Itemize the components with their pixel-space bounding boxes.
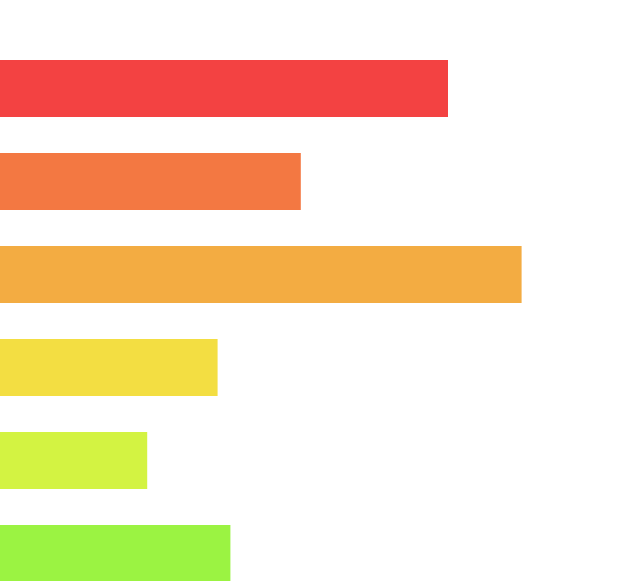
- bar-5: [0, 432, 148, 489]
- bar-6: [0, 525, 231, 581]
- bar-4: [0, 339, 218, 396]
- bar-2: [0, 153, 301, 210]
- bars-group: [0, 60, 522, 581]
- bar-1: [0, 60, 448, 117]
- bar-3: [0, 246, 522, 303]
